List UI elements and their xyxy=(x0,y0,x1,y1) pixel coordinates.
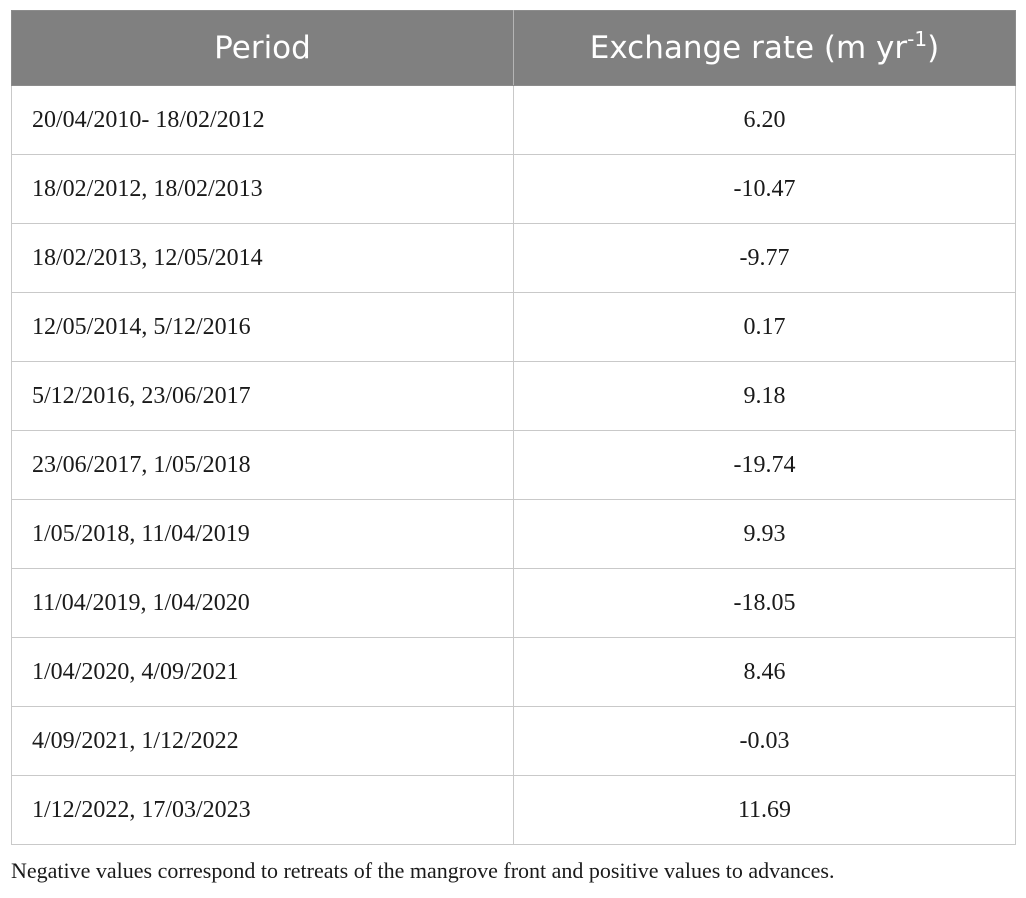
rate-cell: -19.74 xyxy=(513,430,1016,500)
table-row: 1/12/2022, 17/03/2023 11.69 xyxy=(11,775,1016,845)
data-table-container: Period Exchange rate (m yr-1) 20/04/2010… xyxy=(11,10,1016,845)
header-rate-close: ) xyxy=(927,30,940,66)
table-row: 12/05/2014, 5/12/2016 0.17 xyxy=(11,292,1016,362)
rate-cell: -10.47 xyxy=(513,154,1016,224)
period-cell: 4/09/2021, 1/12/2022 xyxy=(11,706,514,776)
period-cell: 20/04/2010- 18/02/2012 xyxy=(11,85,514,155)
rate-cell: -18.05 xyxy=(513,568,1016,638)
table-row: 18/02/2012, 18/02/2013 -10.47 xyxy=(11,154,1016,224)
table-row: 4/09/2021, 1/12/2022 -0.03 xyxy=(11,706,1016,776)
table-row: 1/05/2018, 11/04/2019 9.93 xyxy=(11,499,1016,569)
period-cell: 11/04/2019, 1/04/2020 xyxy=(11,568,514,638)
table-header: Period Exchange rate (m yr-1) xyxy=(11,10,1016,86)
table-row: 1/04/2020, 4/09/2021 8.46 xyxy=(11,637,1016,707)
table-row: 18/02/2013, 12/05/2014 -9.77 xyxy=(11,223,1016,293)
rate-cell: 9.93 xyxy=(513,499,1016,569)
header-period: Period xyxy=(11,10,514,86)
rate-cell: 6.20 xyxy=(513,85,1016,155)
table-row: 20/04/2010- 18/02/2012 6.20 xyxy=(11,85,1016,155)
period-cell: 18/02/2012, 18/02/2013 xyxy=(11,154,514,224)
rate-cell: -9.77 xyxy=(513,223,1016,293)
header-rate-text: Exchange rate (m yr xyxy=(589,30,908,66)
period-cell: 18/02/2013, 12/05/2014 xyxy=(11,223,514,293)
table-row: 11/04/2019, 1/04/2020 -18.05 xyxy=(11,568,1016,638)
table-footnote: Negative values correspond to retreats o… xyxy=(11,858,835,883)
period-cell: 5/12/2016, 23/06/2017 xyxy=(11,361,514,431)
period-cell: 23/06/2017, 1/05/2018 xyxy=(11,430,514,500)
rate-cell: 11.69 xyxy=(513,775,1016,845)
rate-cell: -0.03 xyxy=(513,706,1016,776)
period-cell: 1/04/2020, 4/09/2021 xyxy=(11,637,514,707)
header-exchange-rate: Exchange rate (m yr-1) xyxy=(513,10,1016,86)
rate-cell: 9.18 xyxy=(513,361,1016,431)
rate-cell: 0.17 xyxy=(513,292,1016,362)
exchange-rate-table: Period Exchange rate (m yr-1) 20/04/2010… xyxy=(11,10,1016,845)
header-rate-exponent: -1 xyxy=(907,27,928,51)
period-cell: 1/12/2022, 17/03/2023 xyxy=(11,775,514,845)
table-row: 5/12/2016, 23/06/2017 9.18 xyxy=(11,361,1016,431)
table-body: 20/04/2010- 18/02/2012 6.20 18/02/2012, … xyxy=(11,85,1016,845)
rate-cell: 8.46 xyxy=(513,637,1016,707)
header-row: Period Exchange rate (m yr-1) xyxy=(11,10,1016,86)
table-row: 23/06/2017, 1/05/2018 -19.74 xyxy=(11,430,1016,500)
period-cell: 12/05/2014, 5/12/2016 xyxy=(11,292,514,362)
period-cell: 1/05/2018, 11/04/2019 xyxy=(11,499,514,569)
